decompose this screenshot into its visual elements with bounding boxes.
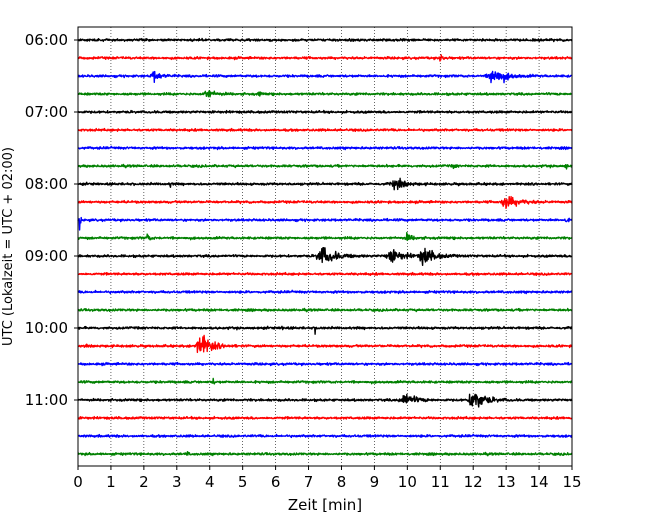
y-tick-label: 07:00 bbox=[25, 103, 68, 121]
x-tick-label: 5 bbox=[238, 473, 248, 491]
x-tick-label: 0 bbox=[73, 473, 83, 491]
x-tick-label: 8 bbox=[337, 473, 347, 491]
y-tick-label: 08:00 bbox=[25, 175, 68, 193]
y-tick-label: 10:00 bbox=[25, 319, 68, 337]
x-tick-label: 6 bbox=[271, 473, 281, 491]
trace-row-0845 bbox=[77, 231, 573, 242]
trace-row-1100 bbox=[77, 393, 573, 408]
trace-row-0730 bbox=[77, 145, 573, 151]
trace-row-1130 bbox=[77, 433, 573, 439]
trace-row-1030 bbox=[77, 361, 573, 367]
trace-row-0945 bbox=[77, 307, 573, 313]
trace-row-0800 bbox=[77, 177, 573, 191]
trace-row-1145 bbox=[77, 451, 573, 457]
x-axis: 0 1 2 3 4 5 6 7 8 9 10 11 12 13 14 15 bbox=[73, 466, 582, 491]
y-axis: 06:00 07:00 08:00 09:00 10:00 11:00 bbox=[25, 31, 78, 409]
grid-layer bbox=[110, 27, 540, 466]
trace-row-0930 bbox=[77, 289, 573, 295]
x-tick-label: 11 bbox=[431, 473, 450, 491]
x-tick-label: 4 bbox=[205, 473, 215, 491]
x-tick-label: 9 bbox=[370, 473, 380, 491]
y-tick-label: 11:00 bbox=[25, 391, 68, 409]
x-axis-title: Zeit [min] bbox=[288, 496, 362, 514]
y-tick-label: 09:00 bbox=[25, 247, 68, 265]
trace-row-0900 bbox=[77, 247, 573, 266]
x-tick-label: 13 bbox=[497, 473, 516, 491]
trace-row-0830 bbox=[77, 216, 573, 231]
plot-frame bbox=[77, 26, 573, 467]
trace-row-0815 bbox=[77, 195, 573, 210]
x-tick-label: 7 bbox=[304, 473, 314, 491]
trace-row-0600 bbox=[77, 37, 573, 43]
trace-row-1115 bbox=[77, 415, 573, 421]
x-tick-label: 3 bbox=[172, 473, 182, 491]
trace-row-0745 bbox=[77, 163, 573, 170]
x-tick-label: 10 bbox=[398, 473, 417, 491]
x-tick-label: 2 bbox=[139, 473, 149, 491]
x-tick-label: 14 bbox=[530, 473, 549, 491]
trace-row-0715 bbox=[77, 127, 573, 133]
trace-row-1000 bbox=[77, 325, 573, 335]
trace-row-0645 bbox=[77, 90, 573, 98]
trace-row-0700 bbox=[77, 109, 573, 115]
trace-row-1045 bbox=[77, 377, 573, 385]
x-tick-label: 12 bbox=[464, 473, 483, 491]
x-tick-label: 15 bbox=[562, 473, 581, 491]
trace-row-0630 bbox=[77, 70, 573, 84]
y-axis-title: UTC (Lokalzeit = UTC + 02:00) bbox=[1, 147, 16, 346]
x-tick-label: 1 bbox=[106, 473, 116, 491]
trace-row-0615 bbox=[77, 54, 573, 62]
trace-row-1015 bbox=[77, 334, 573, 354]
y-tick-label: 06:00 bbox=[25, 31, 68, 49]
trace-row-0915 bbox=[77, 271, 573, 277]
trace-layer bbox=[77, 37, 573, 457]
